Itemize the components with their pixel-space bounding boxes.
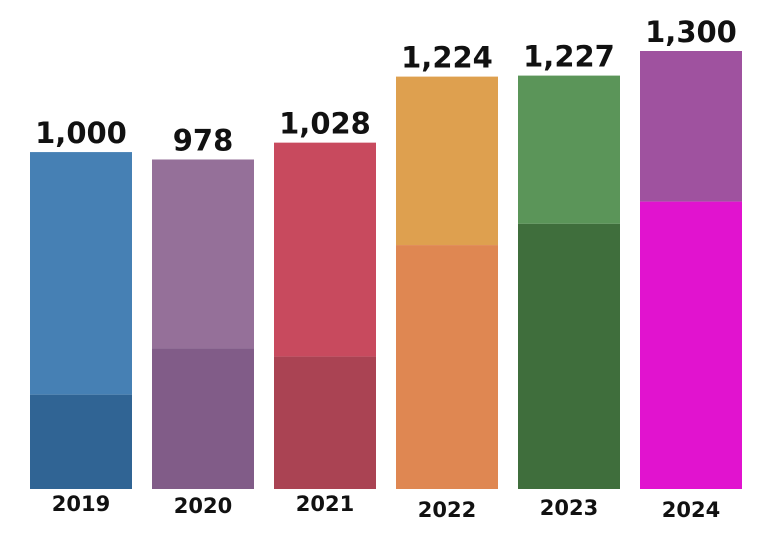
bar-upper-2023	[518, 75, 620, 224]
value-label-2020: 978	[173, 123, 234, 157]
category-label-2024: 2024	[662, 498, 720, 522]
value-labels-layer: 1,000 978 1,028 1,224 1,227 1,300	[35, 15, 737, 157]
category-label-2023: 2023	[540, 496, 598, 520]
category-label-2020: 2020	[174, 494, 232, 518]
bars-layer	[30, 51, 742, 489]
bar-upper-2021	[274, 142, 376, 357]
value-label-2023: 1,227	[523, 40, 615, 74]
bar-lower-2021	[274, 356, 376, 489]
value-label-2019: 1,000	[35, 116, 127, 150]
bar-lower-2020	[152, 348, 254, 489]
bar-upper-2019	[30, 152, 132, 395]
bar-lower-2022	[396, 245, 498, 489]
category-label-2022: 2022	[418, 498, 476, 522]
bar-lower-2024	[640, 201, 742, 489]
category-label-2019: 2019	[52, 492, 110, 516]
bar-upper-2024	[640, 51, 742, 202]
bar-upper-2020	[152, 159, 254, 349]
value-label-2022: 1,224	[401, 41, 493, 75]
value-label-2024: 1,300	[645, 15, 737, 49]
value-label-2021: 1,028	[279, 107, 371, 141]
bar-lower-2023	[518, 223, 620, 489]
bar-upper-2022	[396, 76, 498, 246]
category-labels-layer: 2019 2020 2021 2022 2023 2024	[52, 492, 720, 522]
bar-lower-2019	[30, 394, 132, 489]
category-label-2021: 2021	[296, 492, 354, 516]
